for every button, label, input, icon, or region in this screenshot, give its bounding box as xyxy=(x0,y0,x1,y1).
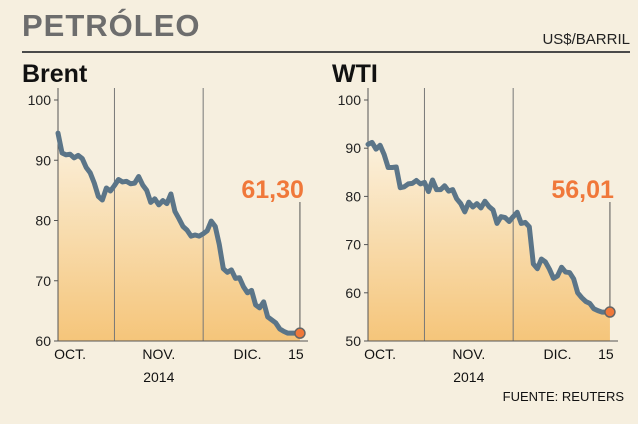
brent-y-tick-label-60: 60 xyxy=(35,333,51,349)
wti-x-year-label: 2014 xyxy=(453,369,484,385)
unit-label: US$/BARRIL xyxy=(542,31,630,48)
wti-highlight-point xyxy=(604,306,616,318)
wti-y-tick-label-60: 60 xyxy=(345,285,361,301)
wti-chart-title: WTI xyxy=(332,60,378,88)
brent-y-tick-label-90: 90 xyxy=(35,152,51,168)
wti-x-tick-label-nov: NOV. xyxy=(452,346,485,362)
brent-highlight-point xyxy=(294,327,306,339)
brent-x-tick-label-nov: NOV. xyxy=(142,346,175,362)
page-title: PETRÓLEO xyxy=(22,8,201,43)
wti-area-fill xyxy=(368,142,610,341)
wti-y-tick-label-50: 50 xyxy=(345,333,361,349)
brent-x-tick-label-oct: OCT. xyxy=(54,346,86,362)
header-divider xyxy=(22,51,630,53)
brent-x-tick-label-dic: DIC. xyxy=(234,346,262,362)
wti-chart: 100 90 80 70 60 50 56,01 OCT. NOV. DIC. 15 2014 xyxy=(338,88,618,385)
brent-y-tick-label-100: 100 xyxy=(28,92,52,108)
brent-chart: 100 90 80 70 60 61,30 OCT. NOV. DIC. 15 2014 xyxy=(28,88,308,385)
wti-x-tick-label-15: 15 xyxy=(598,346,614,362)
wti-series-line xyxy=(365,139,613,315)
wti-y-tick-label-80: 80 xyxy=(345,188,361,204)
wti-x-tick-label-oct: OCT. xyxy=(364,346,396,362)
brent-x-tick-label-15: 15 xyxy=(288,346,304,362)
brent-x-year-label: 2014 xyxy=(143,369,174,385)
brent-area-fill xyxy=(58,133,300,341)
brent-chart-title: Brent xyxy=(22,60,88,88)
brent-y-tick-label-70: 70 xyxy=(35,273,51,289)
wti-y-tick-label-70: 70 xyxy=(345,237,361,253)
brent-y-tick-label-80: 80 xyxy=(35,213,51,229)
brent-highlight-label: 61,30 xyxy=(241,176,304,204)
source-note: FUENTE: REUTERS xyxy=(502,389,624,404)
brent-series-line xyxy=(55,130,303,336)
wti-y-tick-label-90: 90 xyxy=(345,140,361,156)
wti-y-tick-label-100: 100 xyxy=(338,92,362,108)
wti-highlight-label: 56,01 xyxy=(551,176,614,204)
wti-x-tick-label-dic: DIC. xyxy=(544,346,572,362)
